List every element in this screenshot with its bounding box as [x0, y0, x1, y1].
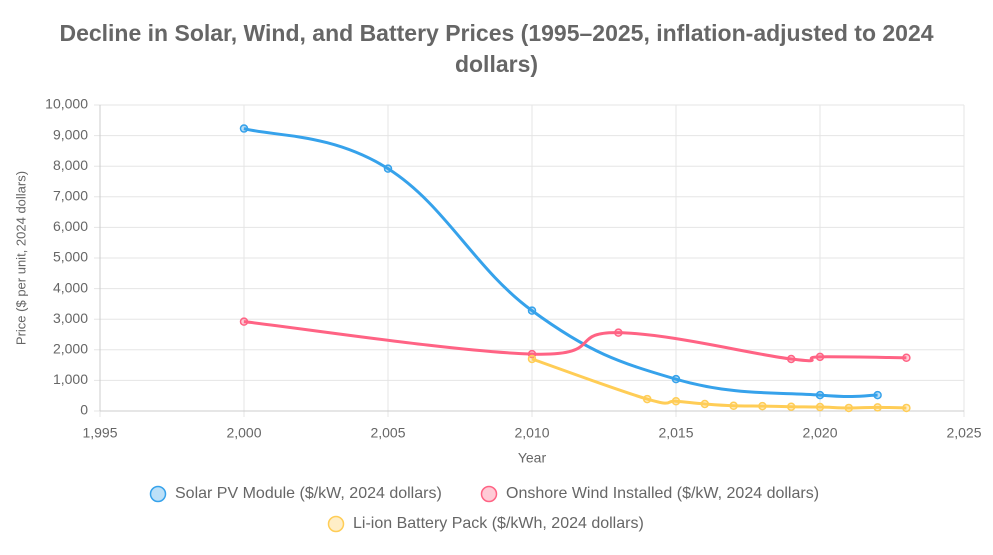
data-point: [758, 401, 767, 411]
data-point: [383, 164, 393, 173]
x-tick-label: 1,995: [82, 425, 117, 441]
legend-label: Onshore Wind Installed ($/kW, 2024 dolla…: [506, 485, 819, 502]
y-tick-label: 9,000: [53, 126, 88, 142]
legend-marker: [327, 515, 345, 533]
data-point: [239, 317, 249, 326]
legend-marker: [149, 485, 167, 503]
data-point: [671, 396, 681, 406]
data-point: [786, 354, 796, 364]
data-point: [671, 374, 681, 384]
y-tick-label: 10,000: [45, 96, 88, 112]
x-tick-label: 2,005: [370, 425, 405, 441]
x-tick-label: 2,000: [226, 425, 261, 441]
x-tick-label: 2,020: [802, 425, 837, 441]
legend-marker: [480, 485, 498, 503]
data-point: [614, 328, 623, 337]
data-point: [729, 401, 738, 411]
chart-title: Decline in Solar, Wind, and Battery Pric…: [59, 20, 934, 77]
y-tick-label: 3,000: [53, 310, 88, 326]
data-point: [873, 403, 882, 412]
y-tick-label: 0: [80, 402, 88, 418]
legend-label: Solar PV Module ($/kW, 2024 dollars): [175, 485, 442, 502]
y-tick-label: 4,000: [53, 279, 88, 295]
y-tick-label: 1,000: [53, 371, 88, 387]
x-axis-label: Year: [518, 450, 547, 466]
data-point: [844, 403, 854, 413]
data-point: [815, 352, 825, 362]
series-line: [243, 127, 878, 398]
data-point: [786, 402, 796, 411]
y-tick-label: 2,000: [53, 341, 88, 357]
series-line: [531, 357, 907, 410]
y-tick-label: 7,000: [53, 188, 88, 204]
data-point: [239, 124, 249, 133]
data-point: [527, 354, 537, 364]
data-point: [815, 390, 825, 400]
x-tick-label: 2,025: [946, 425, 981, 441]
data-point: [902, 403, 911, 413]
y-tick-label: 5,000: [53, 249, 88, 265]
data-point: [815, 402, 825, 412]
data-point: [642, 394, 652, 404]
data-point: [873, 390, 882, 400]
series-line: [243, 320, 907, 363]
y-tick-label: 6,000: [53, 218, 88, 234]
data-point: [700, 399, 710, 409]
data-point: [902, 353, 911, 363]
x-tick-label: 2,010: [514, 425, 549, 441]
y-tick-label: 8,000: [53, 157, 88, 173]
data-point: [527, 306, 537, 315]
x-tick-label: 2,015: [658, 425, 693, 441]
y-axis-label: Price ($ per unit, 2024 dollars): [13, 171, 28, 345]
legend-label: Li-ion Battery Pack ($/kWh, 2024 dollars…: [353, 515, 644, 532]
